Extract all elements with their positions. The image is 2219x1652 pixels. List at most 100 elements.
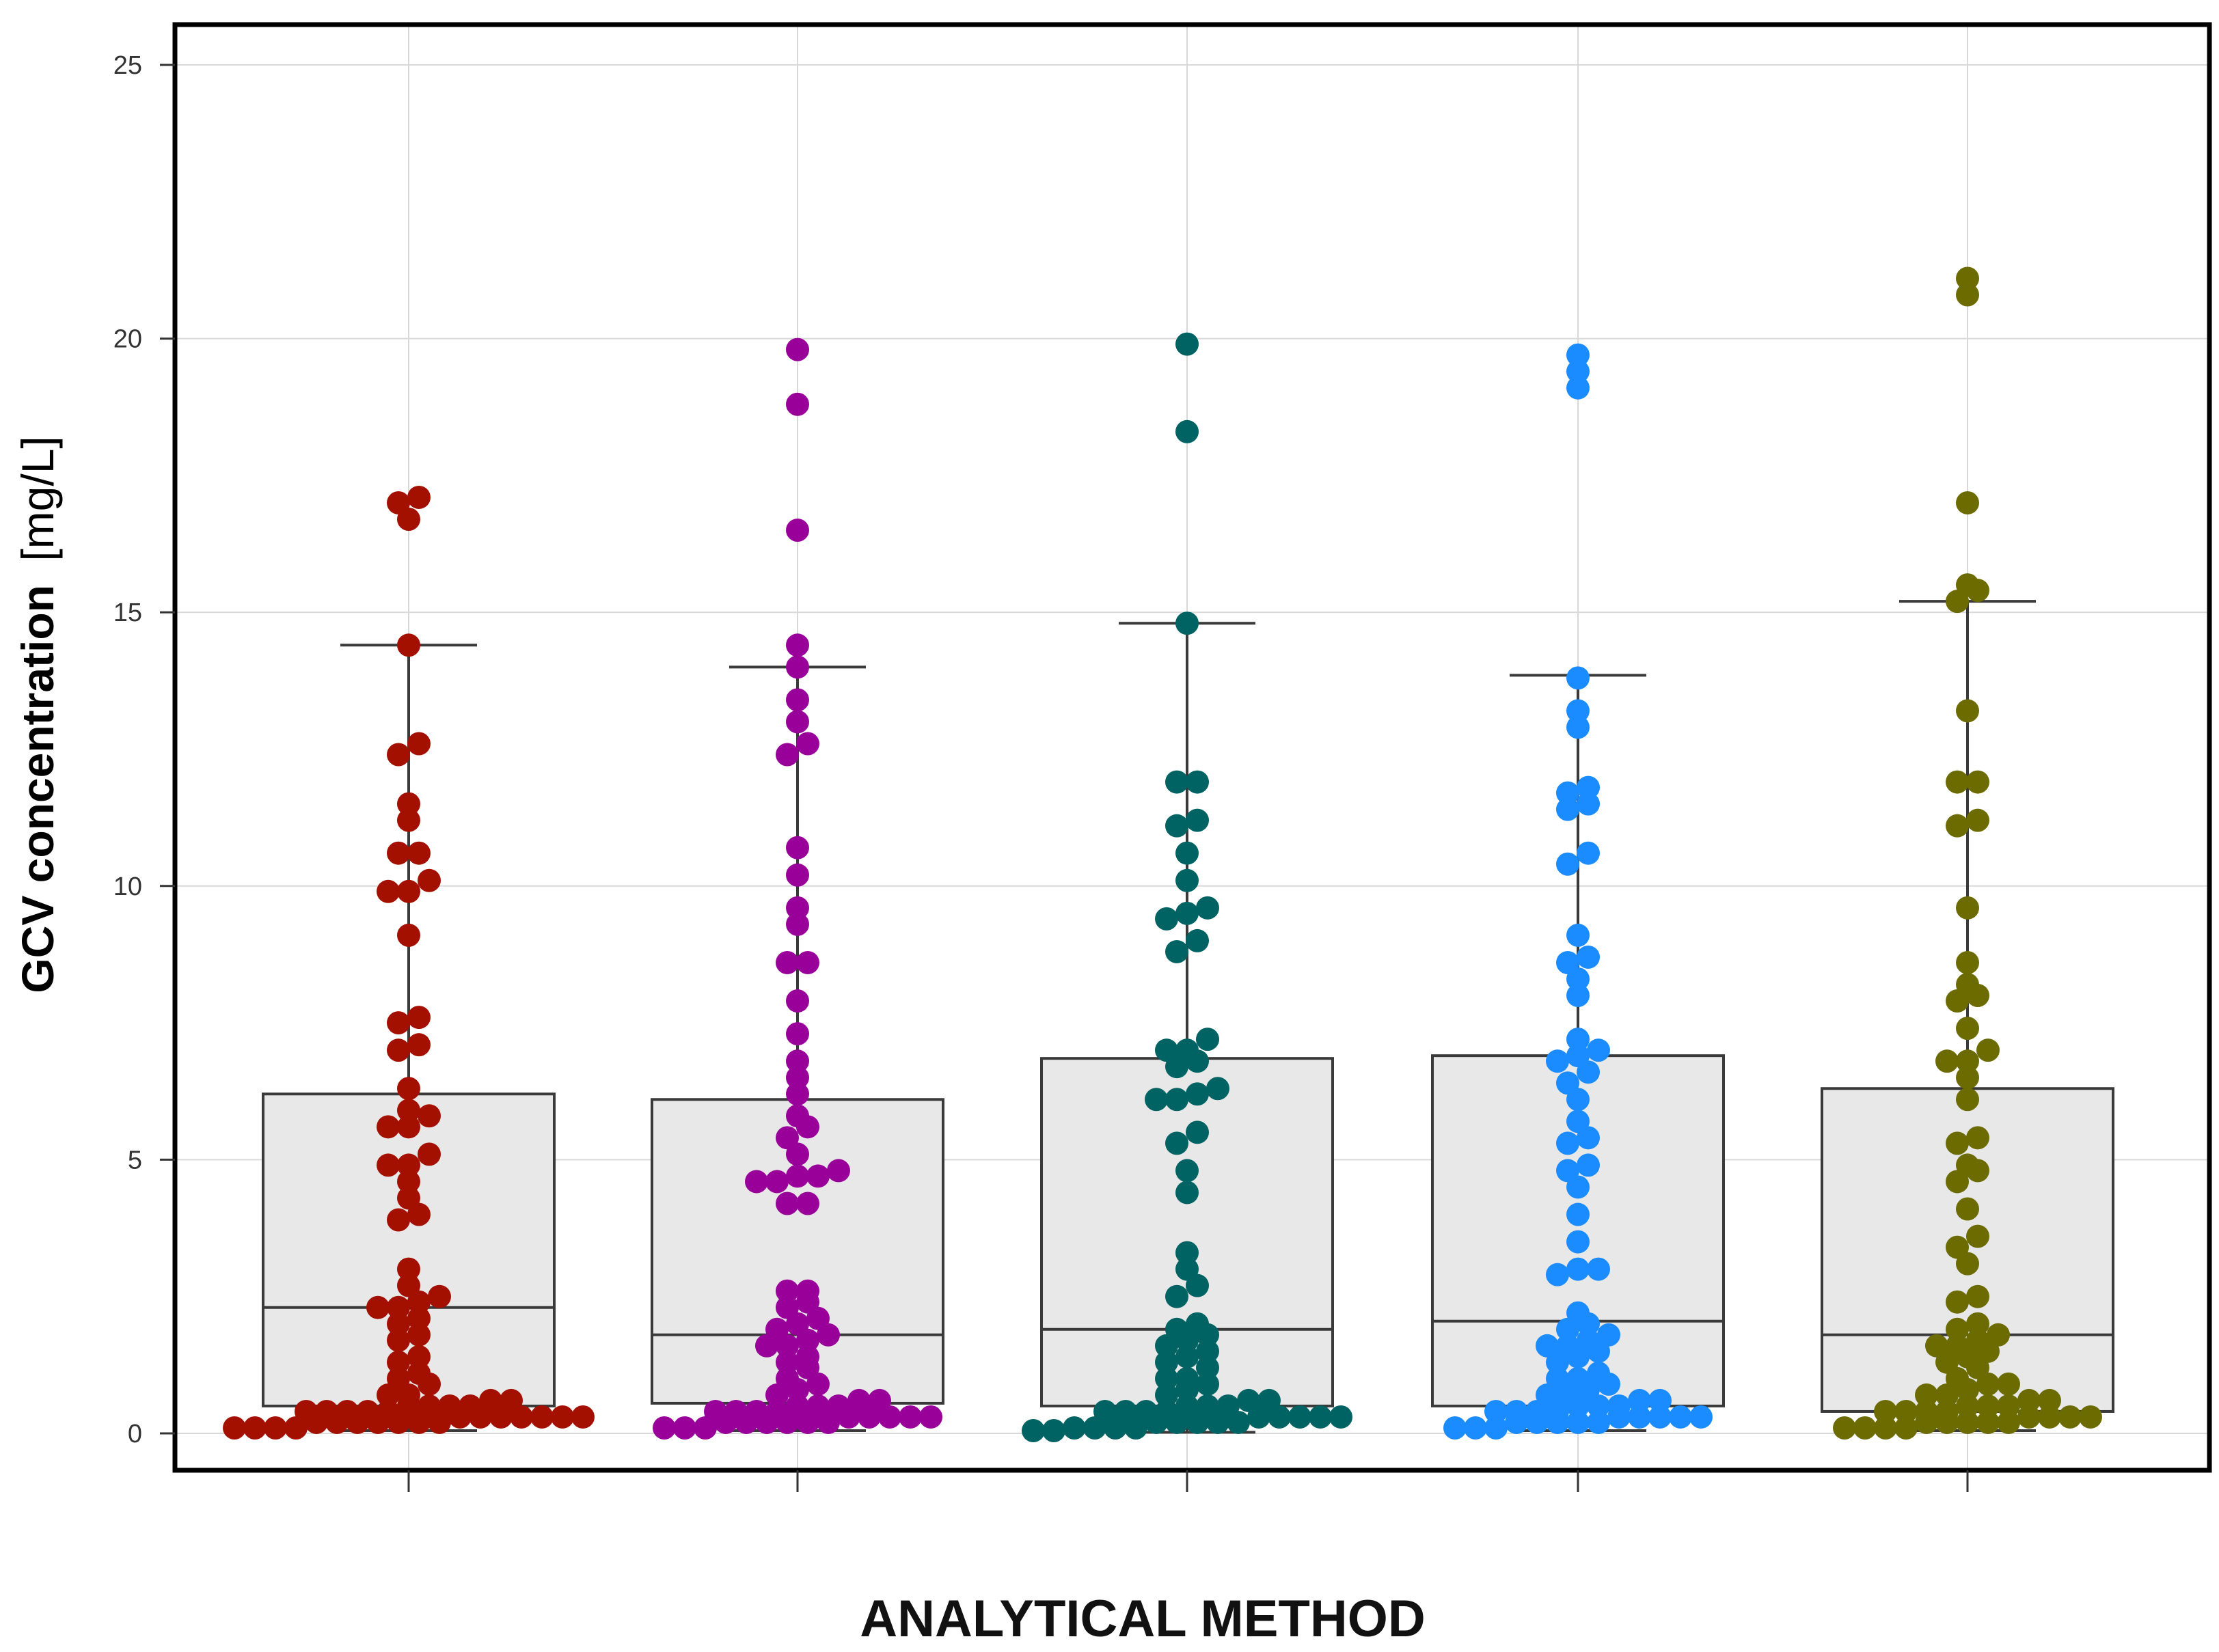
data-point: [1186, 1312, 1209, 1336]
data-point: [264, 1416, 287, 1440]
data-point: [418, 1142, 441, 1166]
data-point: [1915, 1399, 1938, 1423]
data-point: [1566, 984, 1590, 1008]
data-point: [1956, 1410, 1979, 1434]
data-point: [806, 1394, 830, 1418]
data-point: [1976, 1394, 2000, 1418]
data-point: [551, 1405, 574, 1429]
data-point: [1853, 1416, 1877, 1440]
data-point: [1196, 1339, 1219, 1363]
data-point: [1956, 1153, 1979, 1177]
y-tick-label: 0: [128, 1420, 142, 1448]
data-point: [438, 1394, 461, 1418]
data-point: [418, 868, 441, 892]
data-point: [1196, 1372, 1219, 1396]
data-point: [387, 1350, 410, 1374]
y-axis-title-main: GCV concentration: [12, 585, 63, 993]
data-point: [1165, 939, 1188, 963]
data-point: [1145, 1088, 1168, 1112]
data-point: [1894, 1399, 1918, 1423]
data-point: [407, 841, 431, 865]
data-point: [336, 1399, 359, 1423]
data-point: [1556, 1159, 1579, 1183]
data-point: [786, 1022, 809, 1046]
data-point: [1556, 1334, 1579, 1358]
data-point: [1186, 808, 1209, 832]
data-point: [1976, 1038, 2000, 1062]
data-point: [745, 1399, 768, 1423]
data-point: [1175, 901, 1199, 925]
data-point: [1966, 808, 1989, 832]
data-point: [1874, 1399, 1897, 1423]
data-point: [387, 1295, 410, 1319]
data-point: [1165, 770, 1188, 794]
data-point: [387, 1328, 410, 1352]
data-point: [1175, 1038, 1199, 1062]
data-point: [1196, 1394, 1219, 1418]
data-point: [407, 1033, 431, 1057]
data-point: [1648, 1405, 1672, 1429]
data-point: [2058, 1405, 2082, 1429]
data-point: [1566, 376, 1590, 400]
data-point: [387, 1208, 410, 1232]
data-point: [1874, 1416, 1897, 1440]
data-point: [1566, 1410, 1590, 1434]
data-point: [1186, 1120, 1209, 1144]
data-point: [571, 1405, 595, 1429]
data-point: [1997, 1372, 2020, 1396]
data-point: [1175, 868, 1199, 892]
data-point: [1175, 1241, 1199, 1265]
data-point: [377, 879, 400, 903]
data-point: [377, 1399, 400, 1423]
data-point: [776, 950, 799, 974]
plot-frame: [172, 22, 2212, 1473]
data-point: [1577, 1153, 1600, 1177]
data-point: [366, 1295, 390, 1319]
data-point: [1175, 841, 1199, 865]
data-point: [1175, 611, 1199, 635]
data-point: [397, 808, 420, 832]
data-point: [1196, 1355, 1219, 1379]
data-point: [407, 1345, 431, 1368]
data-point: [1175, 332, 1199, 356]
data-point: [397, 1274, 420, 1297]
data-point: [1966, 1284, 1989, 1308]
data-point: [1566, 715, 1590, 739]
data-point: [2017, 1405, 2041, 1429]
data-point: [1956, 1017, 1979, 1041]
data-point: [1966, 1328, 1989, 1352]
data-point: [1956, 573, 1979, 597]
data-point: [1966, 1224, 1989, 1248]
data-point: [418, 1104, 441, 1128]
data-point: [786, 836, 809, 859]
data-point: [1587, 1361, 1610, 1385]
data-point: [1946, 814, 1969, 838]
data-point: [1536, 1334, 1559, 1358]
data-point: [1566, 1110, 1590, 1133]
data-point: [1894, 1416, 1918, 1440]
data-point: [1587, 1410, 1610, 1434]
data-point: [1175, 419, 1199, 443]
data-point: [1196, 1028, 1219, 1051]
data-point: [776, 1295, 799, 1319]
data-point: [1833, 1416, 1856, 1440]
data-point: [704, 1399, 727, 1423]
data-point: [1196, 896, 1219, 920]
data-point: [776, 743, 799, 767]
data-point: [1956, 896, 1979, 920]
data-point: [315, 1399, 338, 1423]
data-point: [1175, 1159, 1199, 1183]
data-point: [387, 491, 410, 514]
data-point: [1987, 1323, 2010, 1347]
data-point: [786, 896, 809, 920]
data-point: [1288, 1405, 1311, 1429]
data-point: [786, 1104, 809, 1128]
data-point: [847, 1388, 871, 1412]
data-point: [796, 1192, 819, 1215]
data-point: [1556, 781, 1579, 805]
data-point: [765, 1170, 789, 1194]
data-point: [397, 1115, 420, 1139]
data-point: [387, 1038, 410, 1062]
data-point: [1165, 1131, 1188, 1155]
